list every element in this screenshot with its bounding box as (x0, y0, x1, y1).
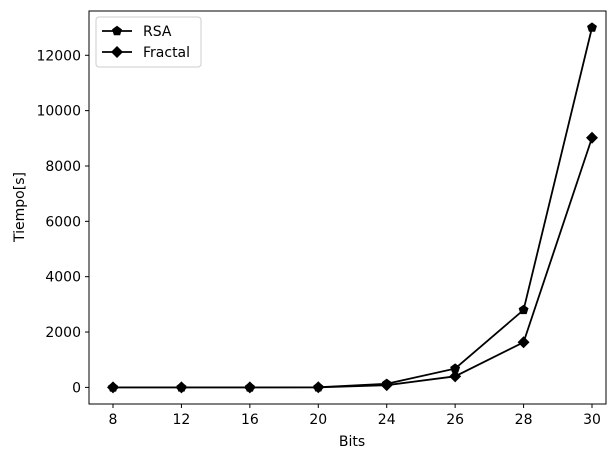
data-point-rsa (450, 363, 461, 373)
x-tick-label: 30 (583, 412, 601, 428)
x-tick-label: 24 (378, 412, 396, 428)
plot-area (107, 22, 598, 394)
legend-marker-rsa (112, 25, 122, 36)
y-tick-label: 12000 (36, 48, 81, 64)
series-line-rsa (113, 27, 593, 389)
y-tick-label: 8000 (45, 159, 81, 175)
y-tick-label: 4000 (45, 270, 81, 286)
y-tick-label: 10000 (36, 104, 81, 120)
data-point-rsa (518, 304, 529, 315)
data-point-fractal (243, 381, 256, 394)
y-tick-label: 2000 (45, 325, 81, 341)
legend-marker-fractal (111, 46, 123, 58)
x-tick-label: 16 (241, 412, 259, 428)
x-axis-label: Bits (339, 434, 365, 450)
legend-box (95, 16, 202, 68)
data-point-rsa (587, 22, 597, 32)
data-point-fractal (449, 370, 462, 383)
data-point-fractal (312, 381, 325, 394)
x-axis-ticks: 8 12 16 20 24 26 28 30 (109, 404, 601, 428)
y-axis-ticks: 0 2000 4000 6000 8000 10000 12000 (36, 48, 89, 396)
data-point-fractal (517, 336, 530, 349)
x-tick-label: 8 (109, 412, 118, 428)
axes-frame (88, 10, 607, 405)
data-point-fractal (107, 381, 119, 394)
y-axis-label: Tiempo[s] (12, 172, 28, 243)
x-tick-label: 26 (446, 412, 464, 428)
data-point-fractal (380, 379, 393, 392)
data-point-fractal (586, 131, 598, 144)
x-tick-label: 28 (515, 412, 533, 428)
data-point-fractal (175, 381, 188, 394)
legend: RSA Fractal (95, 16, 202, 68)
x-tick-label: 20 (309, 412, 327, 428)
x-tick-label: 12 (173, 412, 191, 428)
legend-label-rsa: RSA (143, 24, 172, 40)
legend-label-fractal: Fractal (143, 45, 190, 61)
y-tick-label: 6000 (45, 214, 81, 230)
series-line-fractal (113, 137, 593, 389)
y-tick-label: 0 (72, 380, 81, 396)
